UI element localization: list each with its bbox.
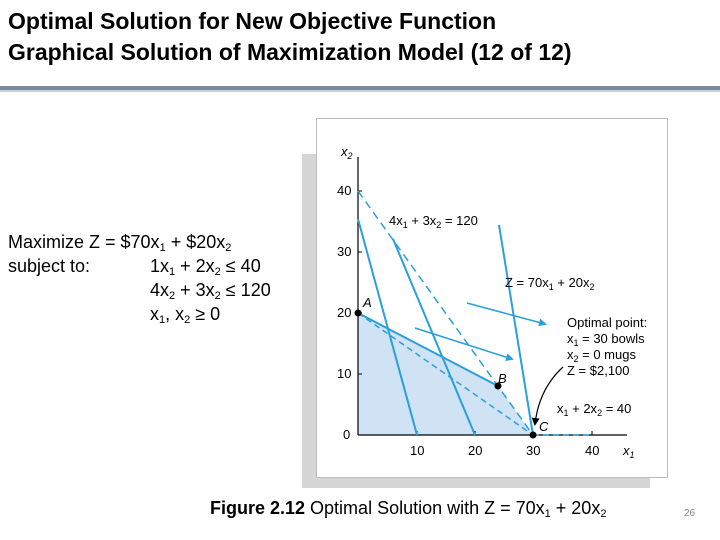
y-tick-30: 30 xyxy=(337,244,351,259)
x-tick-30: 30 xyxy=(526,443,540,458)
constraint-2: 4x2 + 3x2 ≤ 120 xyxy=(150,280,271,302)
constraint-row-1: subject to: 1x1 + 2x2 ≤ 40 xyxy=(8,254,308,278)
optimal-point-arrow xyxy=(531,366,564,426)
optimal-x1: x1 = 30 bowls xyxy=(567,331,645,348)
title-line-1: Optimal Solution for New Objective Funct… xyxy=(8,8,497,34)
constraint-1: 1x1 + 2x2 ≤ 40 xyxy=(150,256,261,278)
y-tick-10: 10 xyxy=(337,366,351,381)
graph-svg: x2 x1 40 30 20 10 0 10 20 30 40 4x1 + 3x… xyxy=(337,144,647,460)
optimal-point-title: Optimal point: xyxy=(567,315,647,330)
point-c-label: C xyxy=(539,419,549,434)
boundary-ab xyxy=(357,312,499,387)
z-direction-arrow xyxy=(414,327,514,361)
caption-figure-number: Figure 2.12 xyxy=(210,498,306,518)
tick-0: 0 xyxy=(343,427,350,442)
figure-caption: Figure 2.12 Optimal Solution with Z = 70… xyxy=(210,498,607,520)
point-c-dot xyxy=(529,431,537,439)
z-line-2 xyxy=(392,238,476,436)
point-a-label: A xyxy=(362,295,372,310)
optimal-z: Z = $2,100 xyxy=(567,363,630,378)
x-axis-label: x1 xyxy=(622,443,635,460)
point-a-dot xyxy=(354,309,362,317)
label-1x-line: x1 + 2x2 = 40 xyxy=(557,401,631,418)
z-line-1 xyxy=(357,218,418,436)
x-tick-10: 10 xyxy=(410,443,424,458)
constraint-row-2: 4x2 + 3x2 ≤ 120 xyxy=(8,278,308,302)
point-b-dot xyxy=(494,382,502,390)
constraint-line-4x-dashed xyxy=(357,190,534,436)
z-line-3 xyxy=(498,224,534,436)
objective-function: Maximize Z = $70x1 + $20x2 xyxy=(8,232,232,254)
graph-figure: x2 x1 40 30 20 10 0 10 20 30 40 4x1 + 3x… xyxy=(316,118,668,478)
constraint-line-1x-dashed xyxy=(357,312,534,436)
title-line-2: Graphical Solution of Maximization Model… xyxy=(8,39,572,65)
label-4x-line: 4x1 + 3x2 = 120 xyxy=(389,213,478,230)
y-tick-40: 40 xyxy=(337,183,351,198)
page-number: 26 xyxy=(684,508,696,519)
y-axis-label: x2 xyxy=(340,144,353,161)
optimal-x2: x2 = 0 mugs xyxy=(567,347,636,364)
title-divider-light xyxy=(0,90,720,92)
slide-title: Optimal Solution for New Objective Funct… xyxy=(8,6,712,68)
subject-to-label: subject to: xyxy=(8,256,91,276)
x-tick-40: 40 xyxy=(585,443,599,458)
z-direction-arrow-upper xyxy=(466,302,547,327)
constraint-3: x1, x2 ≥ 0 xyxy=(150,304,221,326)
x-tick-20: 20 xyxy=(468,443,482,458)
model-formulation: Maximize Z = $70x1 + $20x2 subject to: 1… xyxy=(8,230,308,326)
point-b-label: B xyxy=(498,371,507,386)
constraint-row-3: x1, x2 ≥ 0 xyxy=(8,302,308,326)
title-divider xyxy=(0,86,720,90)
y-tick-20: 20 xyxy=(337,305,351,320)
label-z-line: Z = 70x1 + 20x2 xyxy=(505,275,595,292)
